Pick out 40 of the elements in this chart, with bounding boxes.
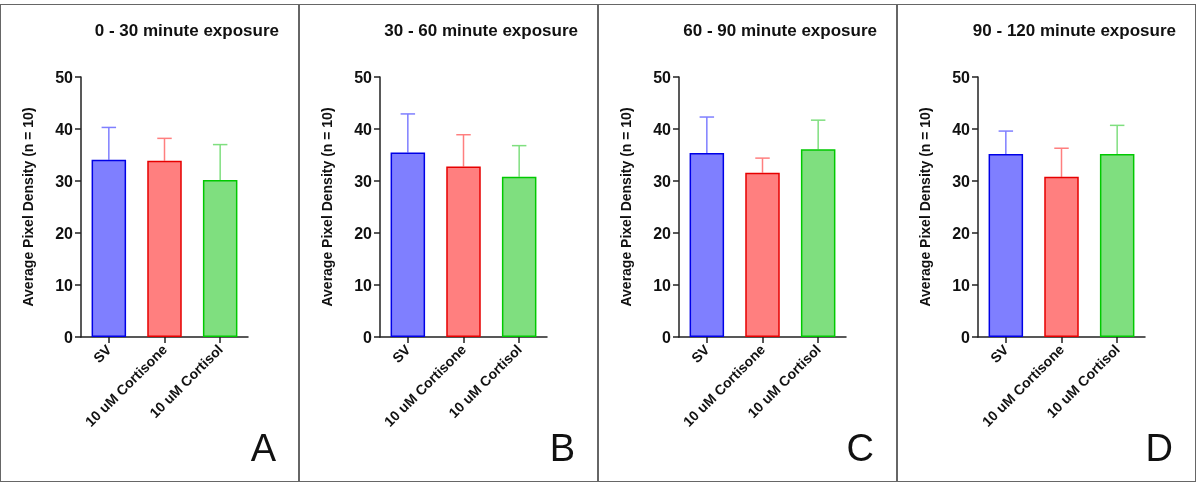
chart-title: 60 - 90 minute exposure: [683, 21, 878, 40]
y-tick-label: 50: [55, 68, 74, 86]
chart-title: 90 - 120 minute exposure: [972, 21, 1176, 40]
y-tick-label: 40: [55, 120, 74, 138]
y-tick-label: 20: [653, 224, 672, 242]
y-tick-label: 0: [961, 328, 971, 346]
y-tick-label: 20: [354, 224, 373, 242]
y-tick-label: 30: [55, 172, 74, 190]
y-axis-title: Average Pixel Density (n = 10): [319, 107, 335, 307]
y-tick-label: 40: [354, 120, 373, 138]
y-tick-label: 40: [952, 120, 971, 138]
y-tick-label: 40: [653, 120, 672, 138]
x-tick-label: SV: [89, 340, 115, 366]
y-tick-label: 10: [354, 276, 373, 294]
y-tick-label: 10: [55, 276, 74, 294]
y-tick-label: 50: [354, 68, 373, 86]
chart-title: 30 - 60 minute exposure: [384, 21, 579, 40]
y-tick-label: 0: [64, 328, 74, 346]
y-tick-label: 30: [653, 172, 672, 190]
text: A: [250, 427, 277, 469]
y-axis-title: Average Pixel Density (n = 10): [618, 107, 634, 307]
y-tick-label: 10: [952, 276, 971, 294]
x-tick-label: SV: [388, 340, 414, 366]
text: D: [1145, 427, 1174, 469]
y-tick-label: 20: [55, 224, 74, 242]
y-axis-title: Average Pixel Density (n = 10): [917, 107, 933, 307]
y-tick-label: 0: [363, 328, 373, 346]
text: B: [549, 427, 576, 469]
text: C: [846, 427, 875, 469]
y-tick-label: 0: [662, 328, 672, 346]
y-tick-label: 30: [952, 172, 971, 190]
y-tick-label: 10: [653, 276, 672, 294]
y-tick-label: 30: [354, 172, 373, 190]
y-axis-title: Average Pixel Density (n = 10): [20, 107, 36, 307]
chart-title: 0 - 30 minute exposure: [94, 21, 280, 40]
y-tick-label: 50: [653, 68, 672, 86]
y-tick-label: 20: [952, 224, 971, 242]
y-tick-label: 50: [952, 68, 971, 86]
x-tick-label: SV: [986, 340, 1012, 366]
x-tick-label: SV: [687, 340, 713, 366]
